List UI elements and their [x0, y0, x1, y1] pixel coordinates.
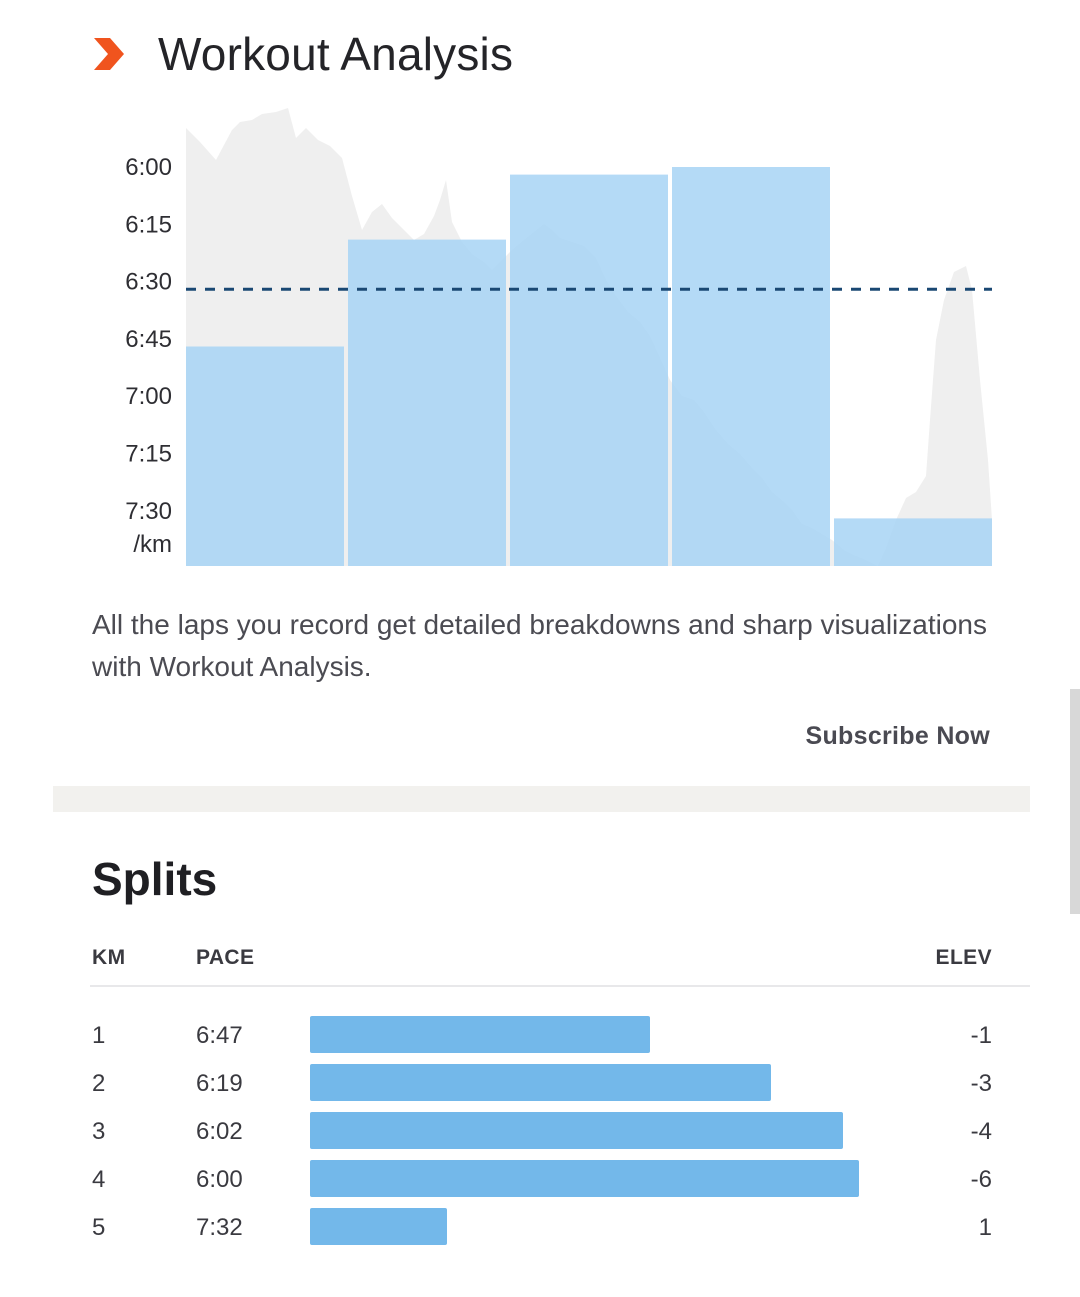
split-elev: -3: [970, 1070, 992, 1097]
scrollbar[interactable]: [1070, 689, 1080, 914]
split-row[interactable]: 2 6:19 -3: [0, 1062, 1080, 1110]
split-km: 5: [92, 1214, 106, 1241]
split-pace: 6:00: [196, 1166, 243, 1193]
split-row[interactable]: 1 6:47 -1: [0, 1014, 1080, 1062]
splits-title: Splits: [92, 853, 218, 905]
split-row[interactable]: 3 6:02 -4: [0, 1110, 1080, 1158]
split-pace-bar: [310, 1112, 843, 1149]
split-km: 2: [92, 1070, 106, 1097]
split-elev: -6: [970, 1166, 992, 1193]
y-tick-label: 7:15: [125, 441, 172, 468]
split-km: 1: [92, 1022, 106, 1049]
lap-bar-3[interactable]: [510, 174, 668, 566]
split-pace-bar: [310, 1208, 447, 1245]
y-unit-label: /km: [133, 531, 172, 558]
split-pace-bar: [310, 1016, 650, 1053]
split-pace-bar: [310, 1160, 859, 1197]
y-tick-label: 6:00: [125, 154, 172, 181]
y-tick-label: 6:30: [125, 269, 172, 296]
section-divider: [53, 786, 1030, 812]
chevron-right-icon: [94, 38, 124, 70]
pace-chart: 6:00 6:15 6:30 6:45 7:00 7:15 7:30/km: [0, 100, 1080, 580]
split-elev: -1: [970, 1022, 992, 1049]
split-km: 3: [92, 1118, 106, 1145]
split-pace: 6:19: [196, 1070, 243, 1097]
splits-header-divider: [90, 985, 1030, 987]
split-elev: -4: [970, 1118, 992, 1145]
splits-header-pace: PACE: [196, 946, 255, 969]
split-row[interactable]: 5 7:32 1: [0, 1206, 1080, 1254]
y-tick-label: 6:15: [125, 211, 172, 238]
lap-bar-2[interactable]: [348, 239, 506, 566]
y-tick-label: 6:45: [125, 326, 172, 353]
y-tick-label: 7:00: [125, 383, 172, 410]
workout-analysis-header: Workout Analysis: [92, 24, 513, 84]
y-tick-label: 7:30: [125, 498, 172, 525]
split-pace: 6:02: [196, 1118, 243, 1145]
split-pace: 6:47: [196, 1022, 243, 1049]
lap-bar-4[interactable]: [672, 167, 830, 566]
split-elev: 1: [978, 1214, 992, 1241]
split-km: 4: [92, 1166, 106, 1193]
subscribe-now-link[interactable]: Subscribe Now: [805, 722, 990, 750]
section-title: Workout Analysis: [158, 28, 514, 80]
pace-chart-svg: 6:00 6:15 6:30 6:45 7:00 7:15 7:30/km: [125, 108, 992, 567]
lap-bar-5[interactable]: [834, 518, 992, 566]
splits-header-elev: ELEV: [935, 946, 992, 969]
split-pace: 7:32: [196, 1214, 243, 1241]
splits-header-km: KM: [92, 946, 126, 969]
feature-description: All the laps you record get detailed bre…: [92, 609, 987, 682]
split-pace-bar: [310, 1064, 771, 1101]
split-row[interactable]: 4 6:00 -6: [0, 1158, 1080, 1206]
lap-bar-1[interactable]: [186, 346, 344, 567]
